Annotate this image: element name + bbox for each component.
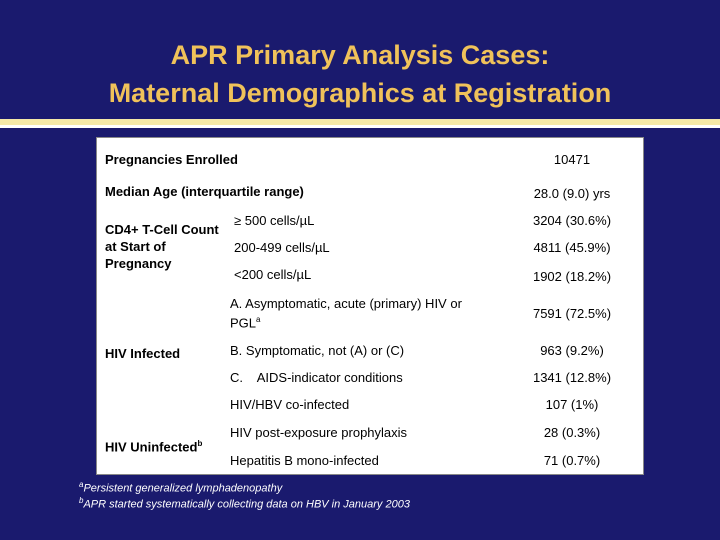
demographics-table: Pregnancies Enrolled 10471 Median Age (i… (96, 137, 644, 475)
pregnancies-value: 10471 (553, 152, 591, 167)
cd4-group-label: CD4+ T-Cell Count at Start of Pregnancy (105, 222, 219, 271)
median-age-label: Median Age (interquartile range) (105, 184, 304, 199)
hiv-uninfected-row-label: Hepatitis B mono-infected (230, 453, 379, 468)
median-age-value: 28.0 (9.0) yrs (533, 186, 611, 201)
footnote-b: bAPR started systematically collecting d… (79, 496, 410, 511)
hiv-uninfected-group-label: HIV Uninfectedb (105, 439, 203, 455)
cd4-row-value: 1902 (18.2%) (532, 269, 612, 284)
cd4-row-label: <200 cells/µL (234, 267, 312, 282)
cd4-row-value: 4811 (45.9%) (533, 240, 611, 255)
hiv-infected-row-label: A. Asymptomatic, acute (primary) HIV or … (230, 296, 462, 331)
hiv-infected-row-value: 1341 (12.8%) (532, 370, 612, 385)
hiv-infected-row-label: HIV/HBV co-infected (230, 397, 350, 412)
footnote-a: aPersistent generalized lymphadenopathy (79, 480, 283, 495)
hiv-infected-row-label: C. AIDS-indicator conditions (230, 370, 403, 385)
hiv-infected-row-label: B. Symptomatic, not (A) or (C) (230, 343, 405, 358)
hiv-infected-row-value: 7591 (72.5%) (532, 306, 612, 321)
hiv-infected-row-value: 963 (9.2%) (540, 343, 604, 358)
slide-title: APR Primary Analysis Cases: Maternal Dem… (0, 36, 720, 112)
pregnancies-label: Pregnancies Enrolled (105, 152, 238, 167)
hiv-infected-group-label: HIV Infected (105, 346, 181, 361)
cd4-row-label: ≥ 500 cells/µL (234, 213, 315, 228)
title-line-1: APR Primary Analysis Cases: (170, 40, 550, 70)
cd4-row-value: 3204 (30.6%) (532, 213, 612, 228)
hiv-infected-row-value: 107 (1%) (545, 397, 599, 412)
cd4-row-label: 200-499 cells/µL (234, 240, 330, 255)
title-underline-yellow (0, 119, 720, 125)
title-underline-white (0, 125, 720, 128)
hiv-uninfected-row-value: 28 (0.3%) (543, 425, 601, 440)
title-line-2: Maternal Demographics at Registration (108, 78, 612, 108)
hiv-uninfected-row-label: HIV post-exposure prophylaxis (230, 425, 408, 440)
hiv-uninfected-row-value: 71 (0.7%) (543, 453, 601, 468)
